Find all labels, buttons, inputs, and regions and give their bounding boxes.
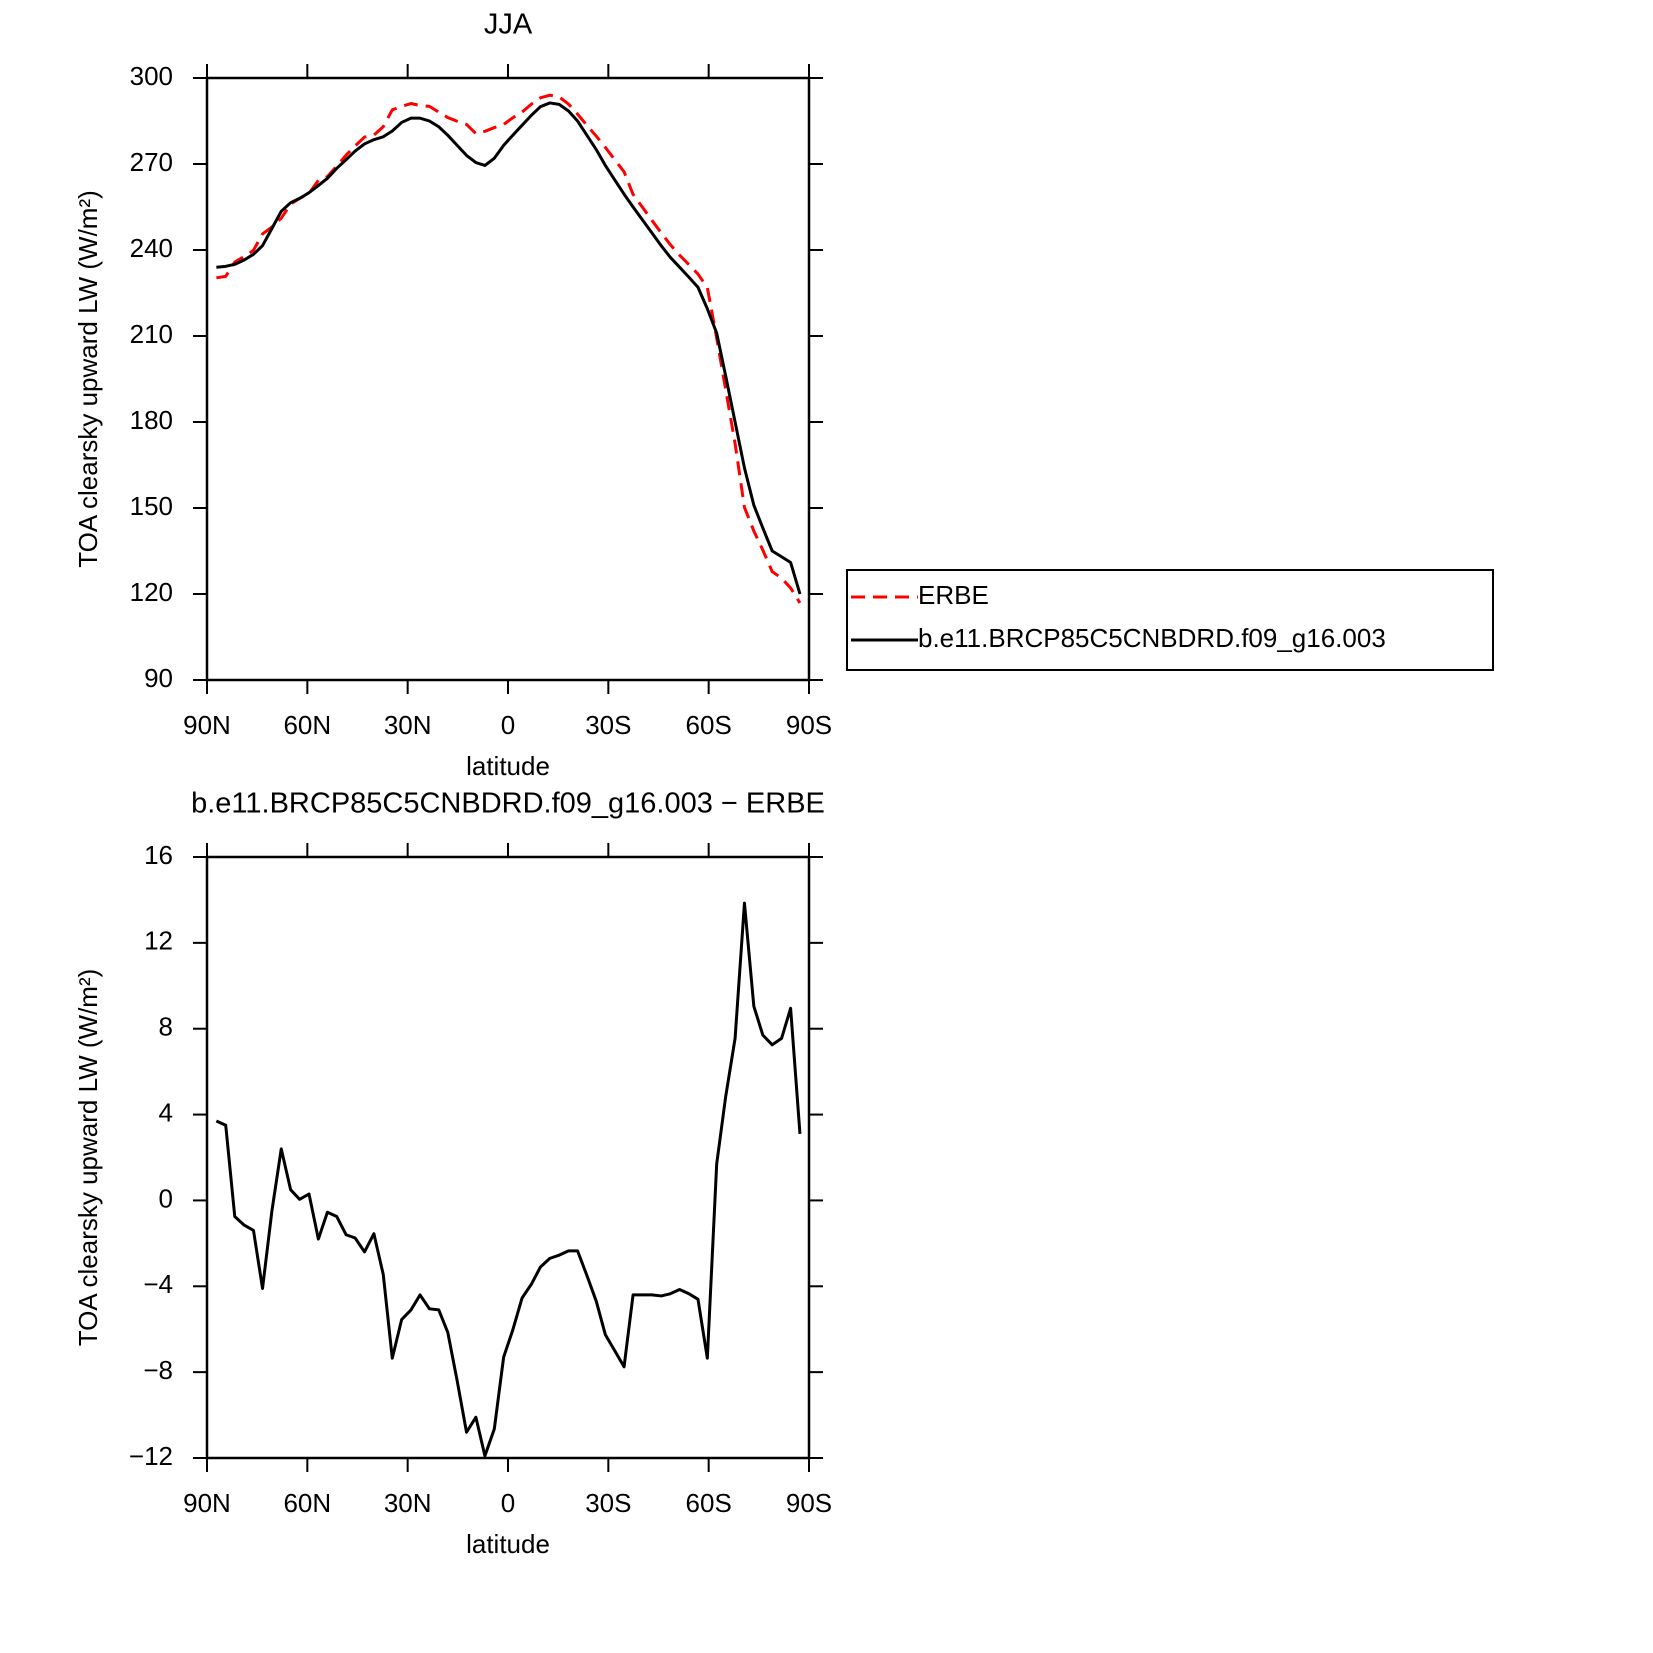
- y-tick-label: 16: [144, 840, 173, 870]
- y-tick-label: 90: [144, 663, 173, 693]
- plot-frame: [205, 855, 811, 1460]
- y-tick-label: 270: [130, 147, 173, 177]
- x-tick-label: 30S: [585, 1488, 631, 1518]
- y-tick-label: 210: [130, 319, 173, 349]
- data-line: [215, 901, 802, 1458]
- y-tick-label: 180: [130, 405, 173, 435]
- y-tick-label: 120: [130, 577, 173, 607]
- data-line: [216, 93, 802, 604]
- y-tick-label: 4: [159, 1097, 173, 1127]
- x-tick-label: 90N: [183, 1488, 231, 1518]
- x-tick-label: 60N: [283, 710, 331, 740]
- x-tick-label: 0: [501, 710, 515, 740]
- chart-title: b.e11.BRCP85C5CNBDRD.f09_g16.003 − ERBE: [191, 788, 825, 820]
- y-tick-label: 240: [130, 233, 173, 263]
- x-tick-label: 90S: [786, 1488, 832, 1518]
- x-tick-label: 30N: [384, 1488, 432, 1518]
- x-tick-label: 30N: [384, 710, 432, 740]
- x-tick-label: 60S: [686, 1488, 732, 1518]
- y-tick-label: 0: [159, 1183, 173, 1213]
- y-tick-label: −12: [129, 1441, 173, 1471]
- chart-title: JJA: [484, 9, 533, 41]
- plot-frame: [205, 76, 811, 682]
- y-tick-label: 12: [144, 926, 173, 956]
- legend-label: ERBE: [918, 580, 989, 610]
- x-tick-label: 30S: [585, 710, 631, 740]
- legend-label: b.e11.BRCP85C5CNBDRD.f09_g16.003: [918, 623, 1386, 653]
- y-tick-label: 150: [130, 491, 173, 521]
- y-tick-label: −4: [143, 1269, 173, 1299]
- x-tick-label: 90S: [786, 710, 832, 740]
- y-tick-label: 300: [130, 61, 173, 91]
- y-axis-label: TOA clearsky upward LW (W/m²): [73, 969, 103, 1347]
- x-tick-label: 60N: [283, 1488, 331, 1518]
- x-axis-label: latitude: [466, 751, 550, 781]
- x-axis-label: latitude: [466, 1529, 550, 1559]
- x-tick-label: 90N: [183, 710, 231, 740]
- x-tick-label: 60S: [686, 710, 732, 740]
- x-tick-label: 0: [501, 1488, 515, 1518]
- y-tick-label: −8: [143, 1355, 173, 1385]
- y-axis-label: TOA clearsky upward LW (W/m²): [73, 190, 103, 568]
- legend-box: [846, 569, 1494, 671]
- data-line: [216, 101, 802, 595]
- y-tick-label: 8: [159, 1012, 173, 1042]
